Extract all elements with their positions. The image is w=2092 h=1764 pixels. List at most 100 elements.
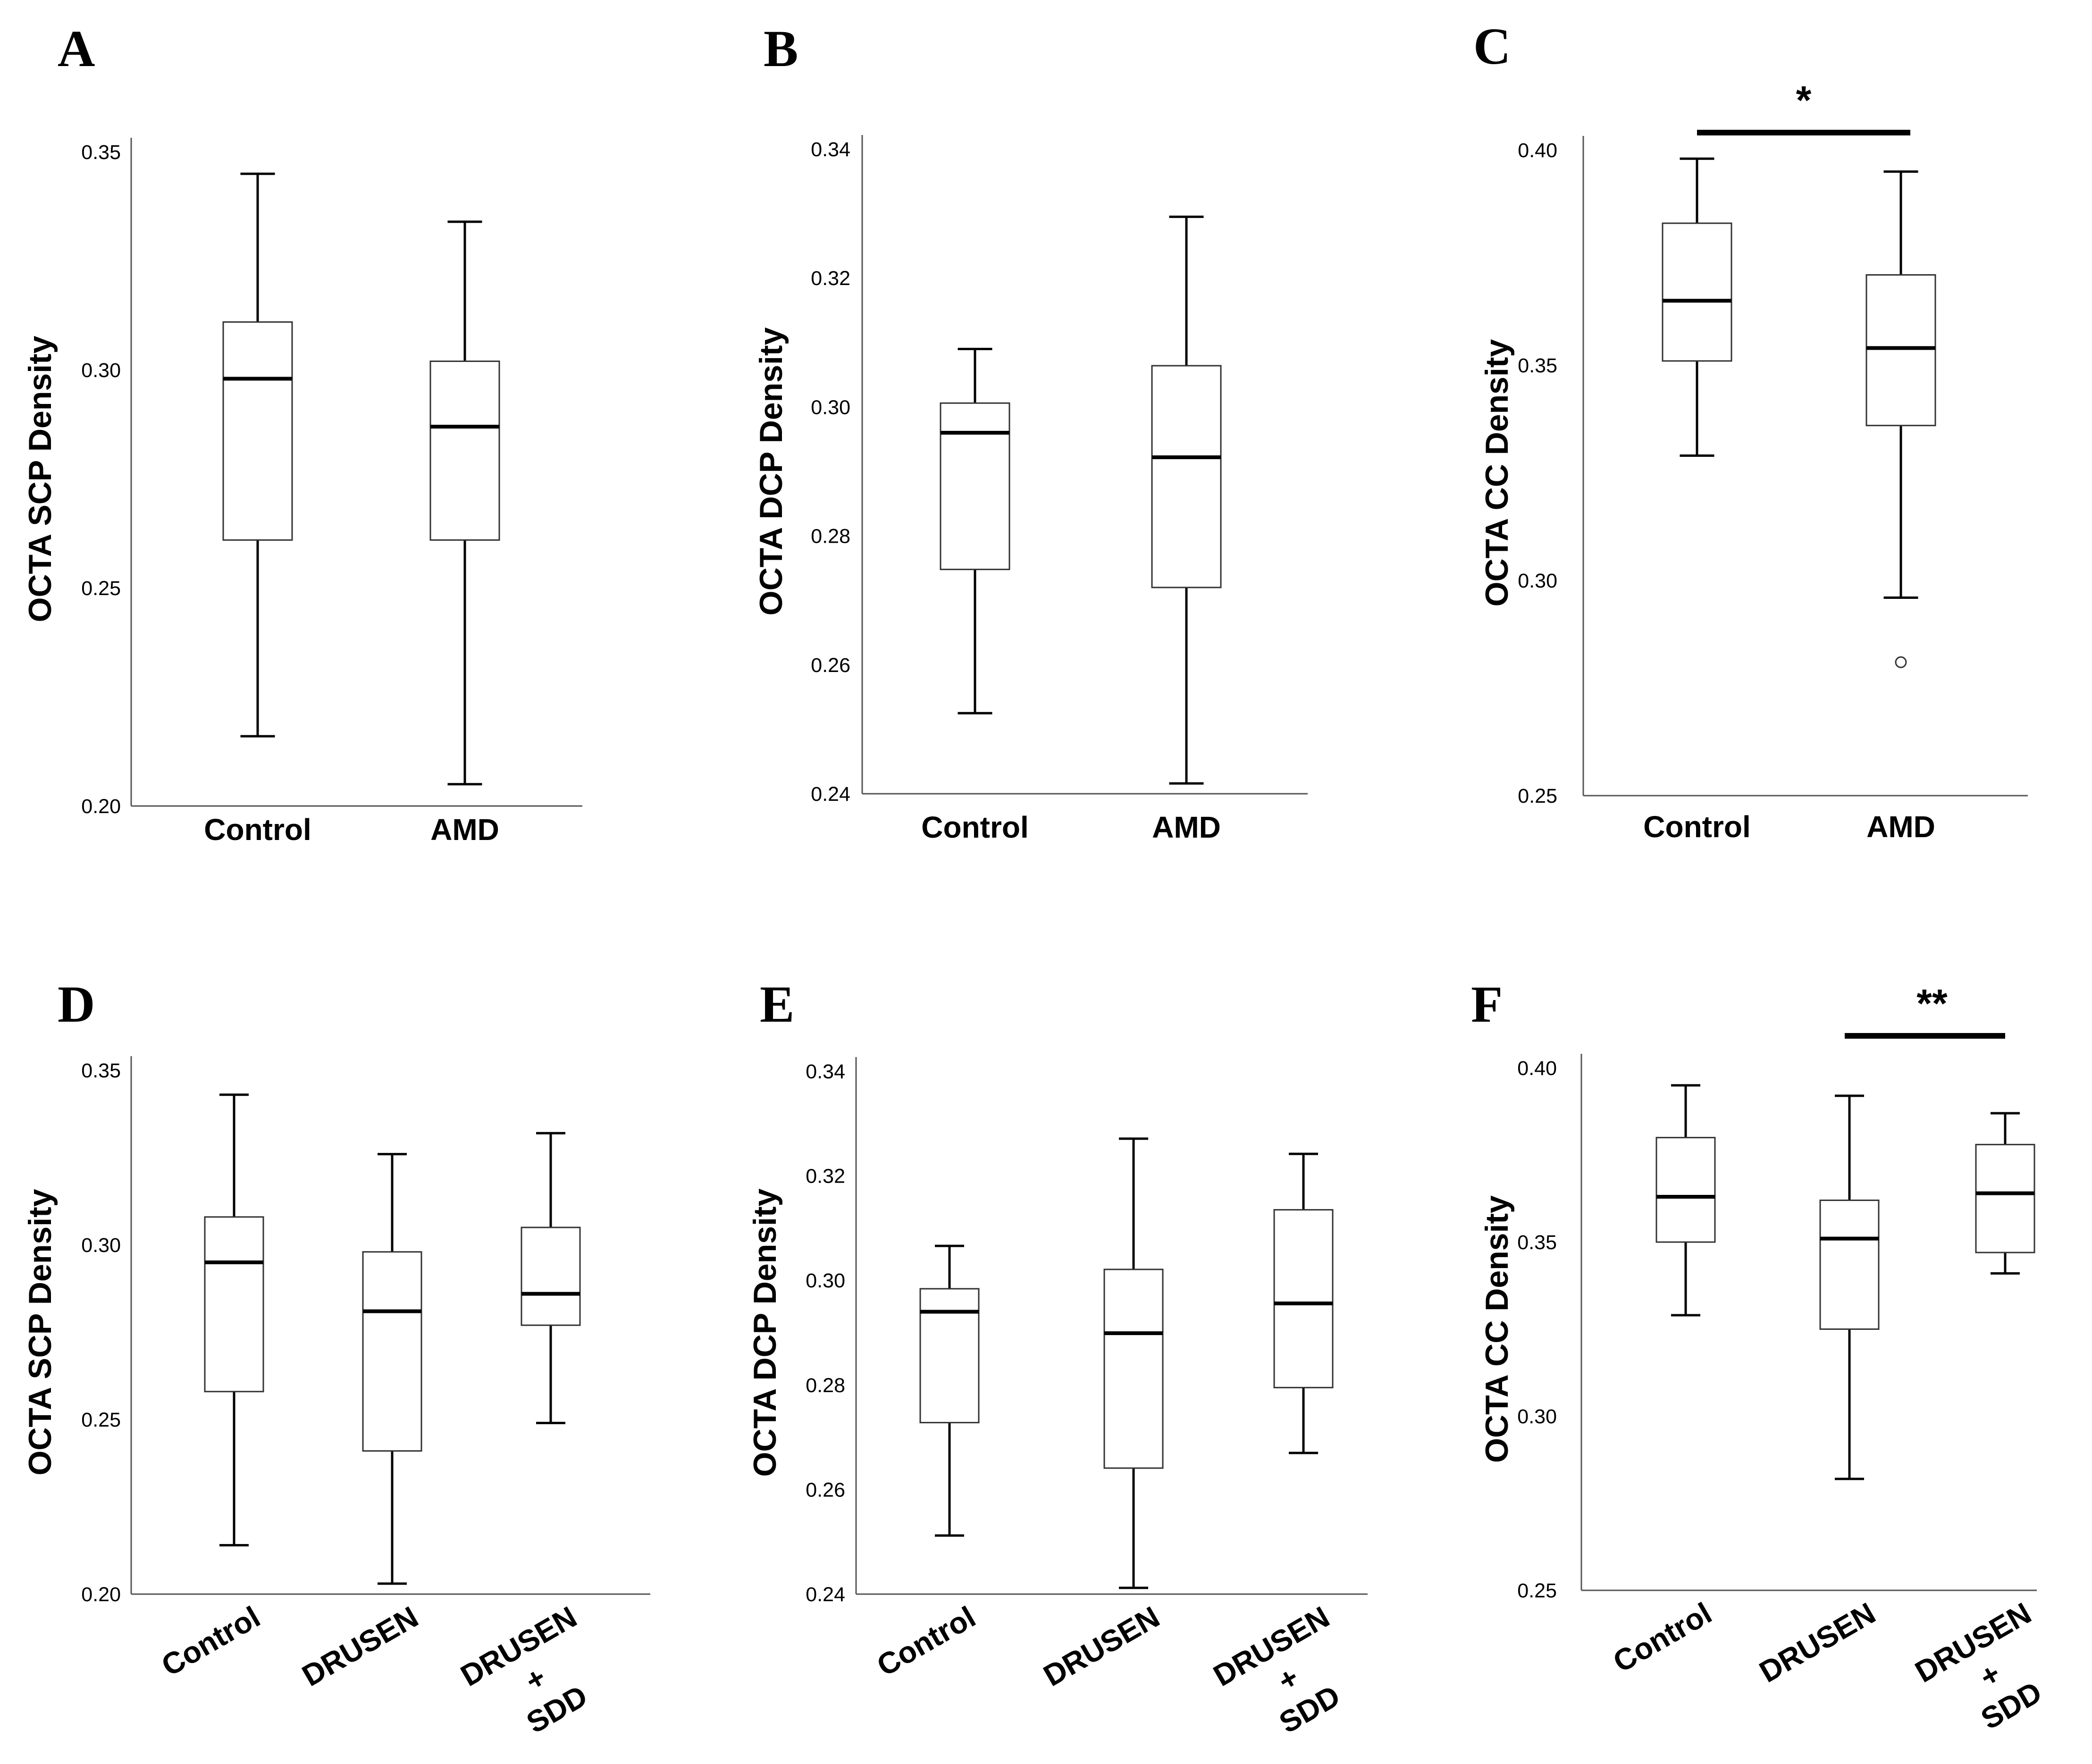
y-tick-label: 0.35 — [81, 1059, 121, 1082]
x-category-label: Control — [871, 1600, 981, 1683]
panel-letter: B — [764, 20, 798, 77]
panel-letter: F — [1471, 975, 1503, 1033]
x-category-line: Control — [871, 1600, 981, 1683]
iqr-box — [204, 1216, 264, 1393]
iqr-box — [1103, 1268, 1164, 1469]
y-tick-label: 0.34 — [806, 1060, 845, 1083]
x-category-label: DRUSEN+SDD — [455, 1600, 619, 1757]
y-axis-label: OCTA CC Density — [1479, 339, 1515, 606]
panel-f: F OCTA CC Density 0.25 0.30 0.35 0.40 ** Contro… — [1471, 975, 2074, 1753]
x-category-label: AMD — [430, 813, 499, 847]
y-tick-label: 0.32 — [806, 1165, 845, 1188]
y-tick-label: 0.20 — [81, 1583, 121, 1606]
x-category-label: DRUSEN — [1754, 1596, 1881, 1689]
x-category-label: Control — [921, 810, 1029, 844]
x-category-line: DRUSEN — [1038, 1600, 1165, 1693]
y-tick-label: 0.26 — [811, 654, 850, 677]
panel-letter: E — [760, 975, 794, 1033]
box-2 — [1273, 1152, 1334, 1454]
y-tick-label: 0.25 — [1518, 785, 1557, 807]
box-2 — [1975, 1112, 2035, 1275]
y-tick-label: 0.25 — [81, 577, 121, 600]
iqr-box — [919, 1288, 980, 1424]
iqr-box — [429, 361, 500, 541]
box-2 — [521, 1132, 581, 1424]
x-category-line: + — [1272, 1660, 1304, 1698]
x-category-line: Control — [1607, 1596, 1717, 1679]
x-category-label: Control — [1643, 810, 1751, 844]
x-category-label: AMD — [1866, 810, 1935, 844]
x-category-label: DRUSEN — [296, 1600, 424, 1693]
x-category-line: + — [1974, 1656, 2006, 1694]
y-tick-label: 0.24 — [806, 1583, 845, 1606]
y-tick-label: 0.25 — [1517, 1579, 1557, 1602]
y-tick-label: 0.35 — [1517, 1231, 1557, 1254]
box-1 — [1103, 1137, 1164, 1589]
x-category-label: DRUSEN — [1038, 1600, 1165, 1693]
iqr-box — [521, 1226, 581, 1326]
box-0 — [222, 172, 293, 738]
y-tick-label: 0.30 — [1517, 1405, 1557, 1428]
x-category-line: DRUSEN — [296, 1600, 424, 1693]
y-tick-label: 0.20 — [81, 795, 121, 818]
x-category-label: Control — [204, 813, 311, 847]
iqr-box — [362, 1251, 422, 1452]
y-tick-label: 0.34 — [811, 138, 850, 161]
x-category-line: + — [520, 1660, 552, 1698]
x-category-label: AMD — [1152, 810, 1221, 844]
iqr-box — [1662, 222, 1732, 362]
x-category-line: DRUSEN — [1754, 1596, 1881, 1689]
y-tick-label: 0.40 — [1518, 139, 1557, 162]
y-tick-label: 0.35 — [1518, 354, 1557, 377]
panel-b: B OCTA DCP Density 0.24 0.26 0.28 0.30 0.32 0.3… — [753, 20, 1308, 844]
panel-e: E OCTA DCP Density 0.24 0.26 0.28 0.30 0.32 0.3… — [747, 975, 1372, 1757]
y-axis-label: OCTA SCP Density — [22, 336, 58, 622]
y-tick-label: 0.28 — [806, 1374, 845, 1397]
box-0 — [204, 1093, 264, 1546]
x-category-label: DRUSEN+SDD — [1208, 1600, 1372, 1757]
y-tick-label: 0.24 — [811, 783, 850, 806]
y-tick-label: 0.30 — [81, 359, 121, 382]
y-axis-label: OCTA SCP Density — [22, 1189, 58, 1475]
box-0 — [940, 347, 1010, 714]
x-category-line: DRUSEN — [1909, 1596, 2037, 1689]
panel-c: C OCTA CC Density 0.25 0.30 0.35 0.40 * Control… — [1473, 17, 2028, 844]
panel-a: A OCTA SCP Density 0.20 0.25 0.30 0.35 Control… — [22, 20, 582, 847]
panel-letter: C — [1473, 17, 1511, 75]
box-0 — [1655, 1084, 1716, 1317]
outlier-point — [1895, 656, 1907, 668]
x-category-line: Control — [156, 1600, 266, 1683]
box-1 — [1819, 1094, 1880, 1480]
significance-label: * — [1796, 78, 1812, 122]
box-0 — [919, 1244, 980, 1537]
y-tick-label: 0.26 — [806, 1478, 845, 1501]
x-category-line: DRUSEN — [455, 1600, 582, 1693]
iqr-box — [1865, 274, 1936, 427]
significance-label: ** — [1916, 981, 1948, 1025]
y-tick-label: 0.40 — [1517, 1057, 1557, 1080]
box-1 — [429, 220, 500, 786]
y-tick-label: 0.35 — [81, 141, 121, 164]
y-tick-label: 0.30 — [811, 396, 850, 419]
x-category-label: Control — [156, 1600, 266, 1683]
y-tick-label: 0.30 — [806, 1269, 845, 1292]
panel-letter: D — [58, 975, 95, 1033]
y-tick-label: 0.30 — [1518, 570, 1557, 592]
iqr-box — [940, 402, 1010, 571]
box-1 — [1151, 215, 1222, 785]
panel-d: D OCTA SCP Density 0.20 0.25 0.30 0.35 Control… — [22, 975, 650, 1757]
iqr-box — [1273, 1209, 1334, 1388]
iqr-box — [1975, 1143, 2035, 1253]
y-axis-label: OCTA CC Density — [1479, 1195, 1515, 1463]
y-tick-label: 0.30 — [81, 1234, 121, 1257]
panel-letter: A — [58, 20, 95, 77]
y-axis-label: OCTA DCP Density — [753, 327, 789, 615]
iqr-box — [1819, 1199, 1880, 1330]
box-1 — [1865, 170, 1936, 599]
y-tick-label: 0.28 — [811, 525, 850, 548]
box-1 — [362, 1153, 422, 1585]
y-tick-label: 0.32 — [811, 267, 850, 290]
y-tick-label: 0.25 — [81, 1409, 121, 1431]
x-category-label: DRUSEN+SDD — [1909, 1596, 2074, 1753]
